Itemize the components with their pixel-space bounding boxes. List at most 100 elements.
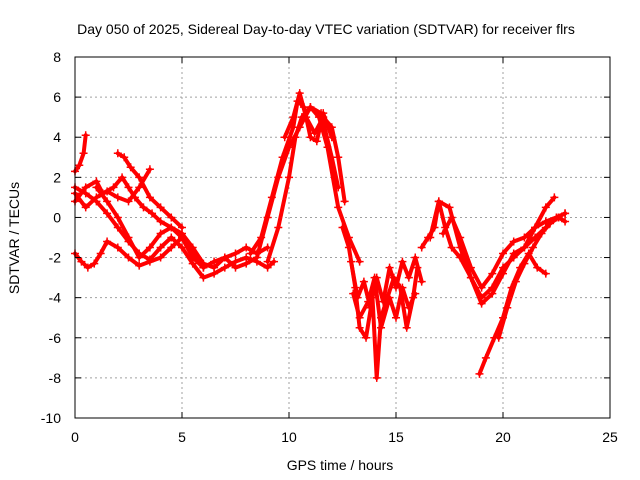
data-point-marker (426, 233, 435, 242)
data-point-marker (199, 263, 208, 272)
data-point-marker (124, 233, 133, 242)
data-point-marker (103, 237, 112, 246)
data-point-marker (306, 103, 315, 112)
y-tick-label: -4 (49, 290, 62, 306)
data-point-marker (178, 243, 186, 252)
data-point-marker (366, 303, 375, 312)
x-tick-label: 5 (178, 429, 186, 445)
data-point-marker (347, 257, 356, 266)
y-axis-label: SDTVAR / TECUs (6, 182, 22, 294)
data-point-marker (359, 277, 368, 286)
data-point-marker (398, 257, 407, 266)
data-point-marker (528, 243, 537, 252)
data-point-marker (280, 133, 289, 142)
data-point-marker (499, 269, 507, 278)
data-point-marker (113, 223, 122, 232)
series-track-1 (71, 131, 90, 176)
data-point-marker (499, 249, 507, 258)
data-point-marker (79, 149, 88, 158)
data-point-marker (520, 243, 529, 252)
data-point-marker (124, 197, 133, 206)
series-track-10 (280, 89, 349, 206)
data-point-marker (434, 197, 443, 206)
data-point-marker (355, 257, 364, 266)
series-track-18 (494, 213, 570, 342)
data-point-marker (398, 283, 407, 292)
data-point-marker (338, 223, 347, 232)
y-tick-label: -2 (49, 250, 62, 266)
data-point-marker (257, 233, 266, 242)
data-point-marker (210, 257, 219, 266)
data-point-marker (135, 183, 144, 192)
data-point-marker (404, 303, 413, 312)
grid-lines (75, 57, 610, 418)
data-point-marker (509, 249, 518, 258)
data-point-marker (113, 243, 122, 252)
data-point-marker (447, 213, 456, 222)
data-point-marker (379, 297, 388, 306)
data-point-marker (349, 289, 358, 298)
x-tick-label: 25 (602, 429, 618, 445)
series-line (73, 167, 152, 210)
data-point-marker (541, 269, 550, 278)
data-point-marker (340, 197, 349, 206)
y-tick-label: 0 (53, 209, 61, 225)
data-point-marker (355, 313, 364, 322)
data-point-marker (285, 173, 293, 182)
data-point-marker (81, 131, 90, 140)
data-point-marker (546, 219, 555, 228)
data-point-marker (344, 243, 353, 252)
data-point-marker (466, 263, 475, 272)
data-point-marker (278, 153, 287, 162)
data-point-marker (135, 261, 144, 270)
y-tick-label: 6 (53, 89, 61, 105)
data-point-marker (263, 257, 272, 266)
x-tick-label: 0 (71, 429, 79, 445)
data-point-marker (417, 277, 426, 286)
series-track-17 (475, 249, 550, 378)
series-line (349, 255, 424, 310)
y-tick-label: -8 (49, 370, 62, 386)
plot-frame (74, 56, 611, 419)
series-line (73, 133, 88, 174)
data-point-marker (503, 303, 512, 312)
data-point-marker (377, 323, 386, 332)
data-point-marker (81, 203, 90, 212)
data-point-marker (295, 89, 304, 98)
data-point-marker (372, 373, 381, 382)
chart-title: Day 050 of 2025, Sidereal Day-to-day VTE… (77, 21, 575, 37)
data-point-marker (96, 249, 105, 258)
data-point-marker (477, 299, 486, 308)
data-point-marker (267, 193, 276, 202)
data-point-marker (447, 243, 456, 252)
data-point-marker (120, 153, 129, 162)
data-point-marker (252, 253, 261, 262)
series-line (94, 105, 341, 270)
data-point-marker (494, 333, 503, 342)
y-tick-label: 4 (53, 129, 61, 145)
series-line (351, 275, 418, 330)
data-point-marker (466, 273, 475, 282)
x-tick-label: 10 (281, 429, 297, 445)
data-point-marker (319, 113, 328, 122)
data-point-marker (385, 293, 394, 302)
data-point-marker (541, 203, 550, 212)
data-point-marker (92, 183, 101, 192)
data-point-marker (220, 253, 229, 262)
data-point-marker (109, 183, 118, 192)
data-point-marker (404, 273, 413, 282)
data-point-marker (411, 289, 420, 298)
data-point-marker (362, 333, 371, 342)
data-point-marker (509, 237, 518, 246)
data-point-marker (531, 223, 540, 232)
data-point-marker (402, 323, 411, 332)
data-point-marker (135, 173, 144, 182)
data-point-marker (302, 113, 311, 122)
data-point-marker (90, 259, 99, 268)
data-point-marker (103, 187, 112, 196)
data-point-marker (156, 253, 165, 262)
y-tick-label: 8 (53, 49, 61, 65)
data-point-marker (511, 277, 520, 286)
data-point-marker (124, 253, 133, 262)
data-point-marker (385, 263, 394, 272)
